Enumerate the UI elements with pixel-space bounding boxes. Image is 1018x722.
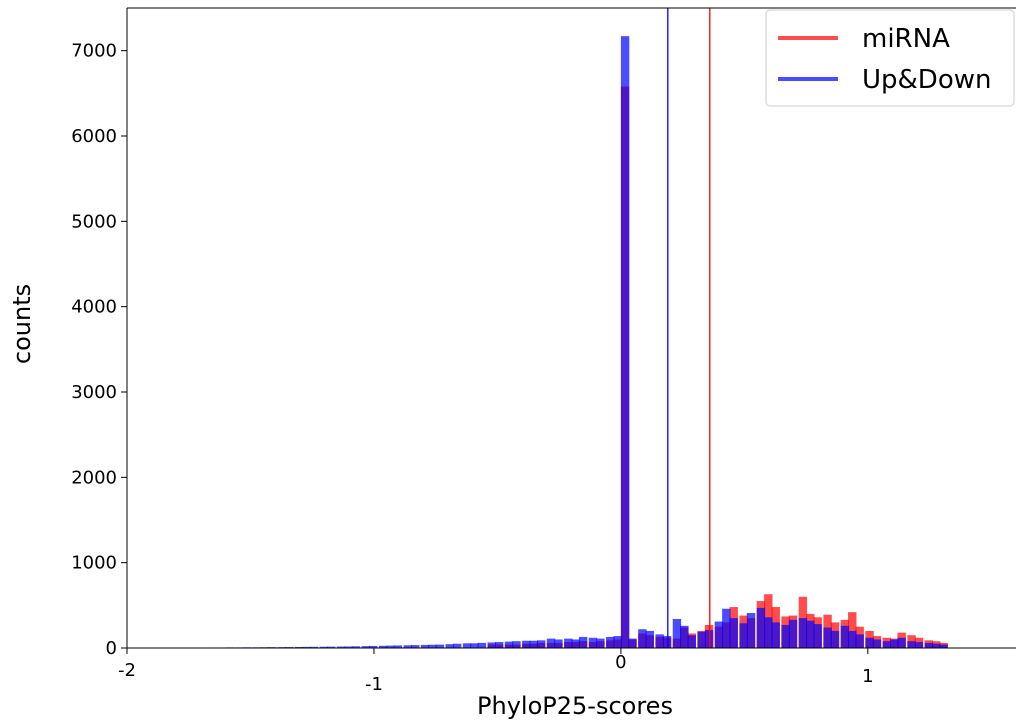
- bar-up-down-74: [799, 618, 807, 648]
- bar-up-down-37: [488, 642, 496, 648]
- bar-up-down-68: [747, 613, 755, 648]
- bar-up-down-79: [841, 626, 849, 648]
- y-tick-label: 7000: [71, 41, 117, 62]
- bar-up-down-54: [628, 639, 636, 648]
- x-tick-label: -2: [118, 660, 136, 681]
- y-tick-label: 2000: [71, 467, 117, 488]
- y-tick-label: 0: [106, 638, 117, 659]
- bar-up-down-61: [688, 635, 696, 648]
- bar-up-down-35: [470, 643, 478, 648]
- bar-up-down-63: [705, 630, 713, 648]
- bar-up-down-72: [781, 625, 789, 648]
- bars-layer: [176, 36, 947, 648]
- bar-up-down-36: [478, 643, 486, 648]
- y-tick-label: 6000: [71, 126, 117, 147]
- y-tick-label: 4000: [71, 297, 117, 318]
- bar-up-down-46: [564, 639, 572, 648]
- bar-up-down-65: [722, 609, 730, 648]
- bar-up-down-81: [855, 634, 863, 648]
- bar-up-down-33: [453, 644, 461, 648]
- bar-up-down-56: [646, 631, 654, 648]
- bar-up-down-40: [512, 641, 520, 648]
- bar-up-down-89: [925, 643, 933, 648]
- legend-label-updown: Up&Down: [862, 65, 991, 95]
- bar-up-down-90: [932, 644, 940, 648]
- bar-up-down-80: [848, 631, 856, 648]
- bar-up-down-41: [522, 641, 530, 648]
- bar-up-down-50: [596, 639, 604, 648]
- bar-up-down-58: [663, 636, 671, 648]
- bar-up-down-87: [907, 641, 915, 648]
- x-tick-label: -1: [365, 674, 383, 695]
- bar-up-down-48: [579, 637, 587, 648]
- bar-up-down-57: [655, 634, 663, 648]
- bar-up-down-44: [547, 639, 555, 648]
- bar-up-down-84: [883, 641, 891, 648]
- legend: miRNA Up&Down: [766, 10, 1014, 106]
- bar-up-down-60: [680, 626, 688, 648]
- bar-up-down-91: [939, 645, 947, 648]
- bar-up-down-75: [806, 621, 814, 648]
- bar-up-down-34: [463, 643, 471, 648]
- bar-up-down-32: [446, 644, 454, 648]
- x-tick-label: 1: [862, 666, 873, 687]
- bar-up-down-70: [764, 617, 772, 648]
- bar-up-down-86: [897, 638, 905, 648]
- bar-up-down-47: [572, 639, 580, 648]
- bar-up-down-42: [530, 641, 538, 648]
- bar-up-down-71: [772, 622, 780, 648]
- bar-up-down-69: [757, 608, 765, 648]
- bar-up-down-88: [915, 642, 923, 648]
- bar-up-down-77: [823, 628, 831, 648]
- bar-up-down-49: [589, 638, 597, 648]
- bar-up-down-31: [436, 645, 444, 648]
- bar-up-down-39: [505, 642, 513, 648]
- legend-label-mirna: miRNA: [862, 24, 950, 54]
- x-tick-label: 0: [615, 652, 626, 673]
- bar-up-down-85: [890, 639, 898, 648]
- bar-up-down-51: [606, 637, 614, 648]
- bar-up-down-82: [865, 638, 873, 648]
- bar-up-down-62: [697, 632, 705, 648]
- bar-up-down-83: [873, 639, 881, 648]
- bar-up-down-76: [814, 624, 822, 648]
- y-tick-label: 3000: [71, 382, 117, 403]
- bar-up-down-38: [495, 642, 503, 648]
- y-axis-label: counts: [8, 284, 36, 364]
- x-axis-label: PhyloP25-scores: [477, 692, 673, 720]
- bar-up-down-67: [739, 623, 747, 648]
- bar-up-down-78: [831, 631, 839, 648]
- bar-up-down-43: [537, 640, 545, 648]
- y-tick-label: 5000: [71, 211, 117, 232]
- bar-up-down-55: [638, 629, 646, 648]
- bar-up-down-45: [554, 639, 562, 648]
- ticks-layer: 0 1000 2000 3000 4000 5000 6000 7000 -2 -1 0 1: [71, 41, 873, 695]
- bar-up-down-73: [789, 620, 797, 648]
- y-tick-label: 1000: [71, 553, 117, 574]
- mean-lines-layer: [668, 8, 710, 648]
- bar-up-down-64: [715, 622, 723, 648]
- bar-up-down-59: [673, 619, 681, 648]
- bar-up-down-53: [621, 36, 629, 648]
- bar-up-down-52: [613, 636, 621, 648]
- bar-up-down-66: [730, 618, 738, 648]
